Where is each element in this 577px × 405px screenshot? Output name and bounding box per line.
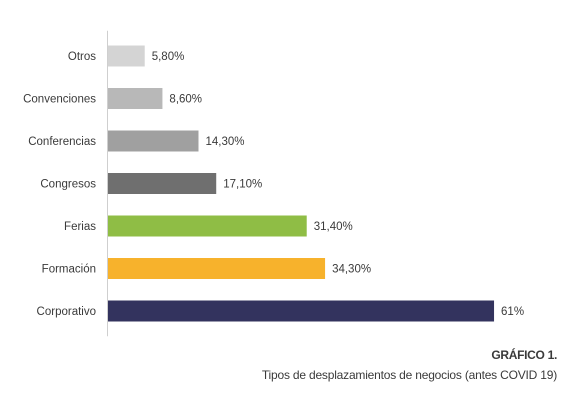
bar-formacion [108,258,326,279]
category-label-formacion: Formación [42,264,96,276]
category-label-otros: Otros [68,51,96,63]
value-label-corporativo: 61% [501,306,524,318]
bar-ferias [108,215,307,237]
figure-label: GRÁFICO 1. [491,348,557,362]
category-labels-group: Otros Convenciones Conferencias Congresos Fe… [23,51,96,318]
bar-convenciones [108,88,163,109]
bar-otros [108,45,145,67]
category-label-ferias: Ferias [64,221,96,233]
bar-corporativo [108,300,495,322]
value-label-otros: 5,80% [152,51,185,63]
category-label-conferencias: Conferencias [28,136,96,148]
category-label-convenciones: Convenciones [23,94,96,106]
bars-group [108,45,495,322]
figure-caption: Tipos de desplazamientos de negocios (an… [261,368,557,382]
bar-conferencias [108,130,199,152]
category-label-corporativo: Corporativo [37,306,96,318]
value-label-ferias: 31,40% [314,221,353,233]
value-labels-group: 5,80% 8,60% 14,30% 17,10% 31,40% 34,30% 61% [152,51,524,318]
bar-congresos [108,173,217,194]
value-label-formacion: 34,30% [332,264,371,276]
value-label-convenciones: 8,60% [169,94,202,106]
value-label-conferencias: 14,30% [205,136,244,148]
category-label-congresos: Congresos [40,179,96,191]
value-label-congresos: 17,10% [223,179,262,191]
